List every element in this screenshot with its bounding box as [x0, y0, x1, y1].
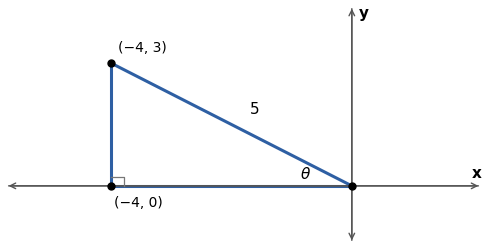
Text: θ: θ — [300, 166, 310, 181]
Text: x: x — [471, 165, 481, 180]
Text: y: y — [359, 6, 369, 21]
Text: 5: 5 — [249, 102, 259, 117]
Text: (−4, 0): (−4, 0) — [114, 195, 163, 209]
Text: (−4, 3): (−4, 3) — [118, 41, 167, 55]
